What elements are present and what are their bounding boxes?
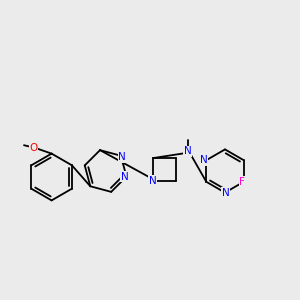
Text: N: N <box>148 176 156 186</box>
Text: N: N <box>200 155 208 165</box>
Text: N: N <box>222 188 230 198</box>
Text: O: O <box>29 142 38 153</box>
Text: F: F <box>239 177 245 187</box>
Text: N: N <box>121 172 129 182</box>
Text: N: N <box>184 146 191 157</box>
Text: N: N <box>118 152 126 162</box>
